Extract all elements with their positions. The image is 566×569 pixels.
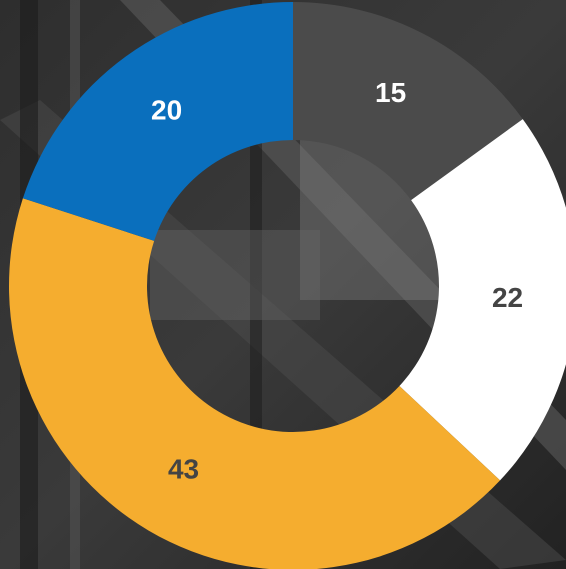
value-label: 43	[168, 453, 199, 484]
chart: 15 22 43 20	[0, 0, 566, 569]
page: {"chart_data": {"type": "donut", "catego…	[0, 0, 566, 569]
value-label: 22	[492, 282, 523, 313]
value-label: 15	[375, 77, 406, 108]
value-label: 20	[151, 94, 182, 125]
